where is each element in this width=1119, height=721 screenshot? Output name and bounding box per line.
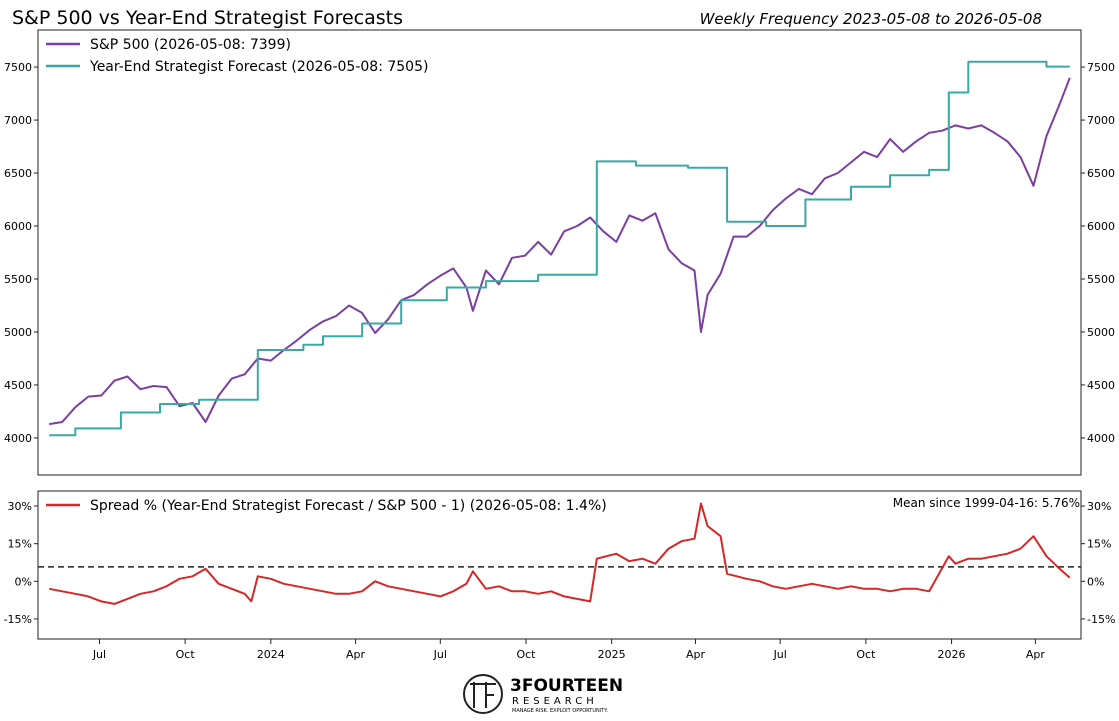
top-panel-frame xyxy=(37,29,1082,476)
logo-name: 3FOURTEEN xyxy=(510,676,623,696)
y-tick-label: 7500 xyxy=(1087,61,1115,74)
y-tick-label: -15% xyxy=(4,613,32,626)
legend-label-spread: Spread % (Year-End Strategist Forecast /… xyxy=(90,498,607,514)
y-tick-label: 5000 xyxy=(4,326,32,339)
y-tick-label: 4000 xyxy=(4,432,32,445)
bottom-series-group xyxy=(38,502,1081,605)
top-legend: S&P 500 (2026-05-08: 7399) Year-End Stra… xyxy=(46,37,428,75)
y-tick-label: 30% xyxy=(1087,500,1111,513)
y-tick-label: 5500 xyxy=(4,273,32,286)
y-tick-label: 15% xyxy=(1087,538,1111,551)
mean-annotation: Mean since 1999-04-16: 5.76% xyxy=(893,496,1080,510)
x-tick-label: Apr xyxy=(1026,648,1046,661)
x-tick-label: Apr xyxy=(686,648,706,661)
series-line-1 xyxy=(49,60,1070,437)
x-tick-label: Oct xyxy=(856,648,876,661)
x-tick-label: Jul xyxy=(773,648,787,661)
y-tick-label: 30% xyxy=(8,500,32,513)
x-tick-label: Jul xyxy=(433,648,447,661)
x-tick-label: Oct xyxy=(516,648,536,661)
logo-circle-icon xyxy=(463,674,503,714)
top-series-group xyxy=(49,60,1071,437)
y-tick-label: 5500 xyxy=(1087,273,1115,286)
y-tick-label: 4500 xyxy=(1087,379,1115,392)
bottom-y-axis-left: -15% 0% 15% 30% xyxy=(4,500,38,626)
x-tick-label: 2025 xyxy=(598,648,626,661)
x-tick-label: Apr xyxy=(346,648,366,661)
y-tick-label: 4500 xyxy=(4,379,32,392)
y-tick-label: -15% xyxy=(1087,613,1115,626)
y-tick-label: 6500 xyxy=(1087,167,1115,180)
bottom-legend: Spread % (Year-End Strategist Forecast /… xyxy=(46,498,607,514)
y-tick-label: 6000 xyxy=(1087,220,1115,233)
x-tick-label: Oct xyxy=(176,648,196,661)
legend-label-forecast: Year-End Strategist Forecast (2026-05-08… xyxy=(89,59,428,75)
series-line-0 xyxy=(49,77,1071,426)
y-tick-label: 7000 xyxy=(1087,114,1115,127)
x-axis: Jul Oct 2024 Apr Jul Oct 2025 Apr Jul Oct 2026 Apr xyxy=(92,639,1046,661)
brand-logo: 3FOURTEEN RESEARCH MANAGE RISK. EXPLOIT … xyxy=(463,674,623,714)
y-tick-label: 15% xyxy=(8,538,32,551)
y-tick-label: 0% xyxy=(15,575,32,588)
x-tick-label: 2026 xyxy=(938,648,966,661)
y-tick-label: 6000 xyxy=(4,220,32,233)
y-tick-label: 4000 xyxy=(1087,432,1115,445)
x-tick-label: Jul xyxy=(92,648,106,661)
y-tick-label: 7500 xyxy=(4,61,32,74)
bottom-panel-frame xyxy=(37,490,1082,640)
chart-subtitle: Weekly Frequency 2023-05-08 to 2026-05-0… xyxy=(700,10,1042,28)
y-tick-label: 0% xyxy=(1087,575,1104,588)
y-tick-label: 7000 xyxy=(4,114,32,127)
bottom-y-axis-right: -15% 0% 15% 30% xyxy=(1081,500,1115,626)
chart-title: S&P 500 vs Year-End Strategist Forecasts xyxy=(12,7,403,29)
legend-label-sp500: S&P 500 (2026-05-08: 7399) xyxy=(90,37,291,53)
y-tick-label: 6500 xyxy=(4,167,32,180)
series-line-0 xyxy=(49,502,1071,605)
logo-tagline: MANAGE RISK. EXPLOIT OPPORTUNITY. xyxy=(512,708,608,714)
x-tick-label: 2024 xyxy=(257,648,285,661)
logo-subname: RESEARCH xyxy=(512,696,598,707)
y-tick-label: 5000 xyxy=(1087,326,1115,339)
top-y-axis-left: 4000 4500 5000 5500 6000 6500 7000 7500 xyxy=(4,61,38,445)
top-y-axis-right: 4000 4500 5000 5500 6000 6500 7000 7500 xyxy=(1081,61,1115,445)
